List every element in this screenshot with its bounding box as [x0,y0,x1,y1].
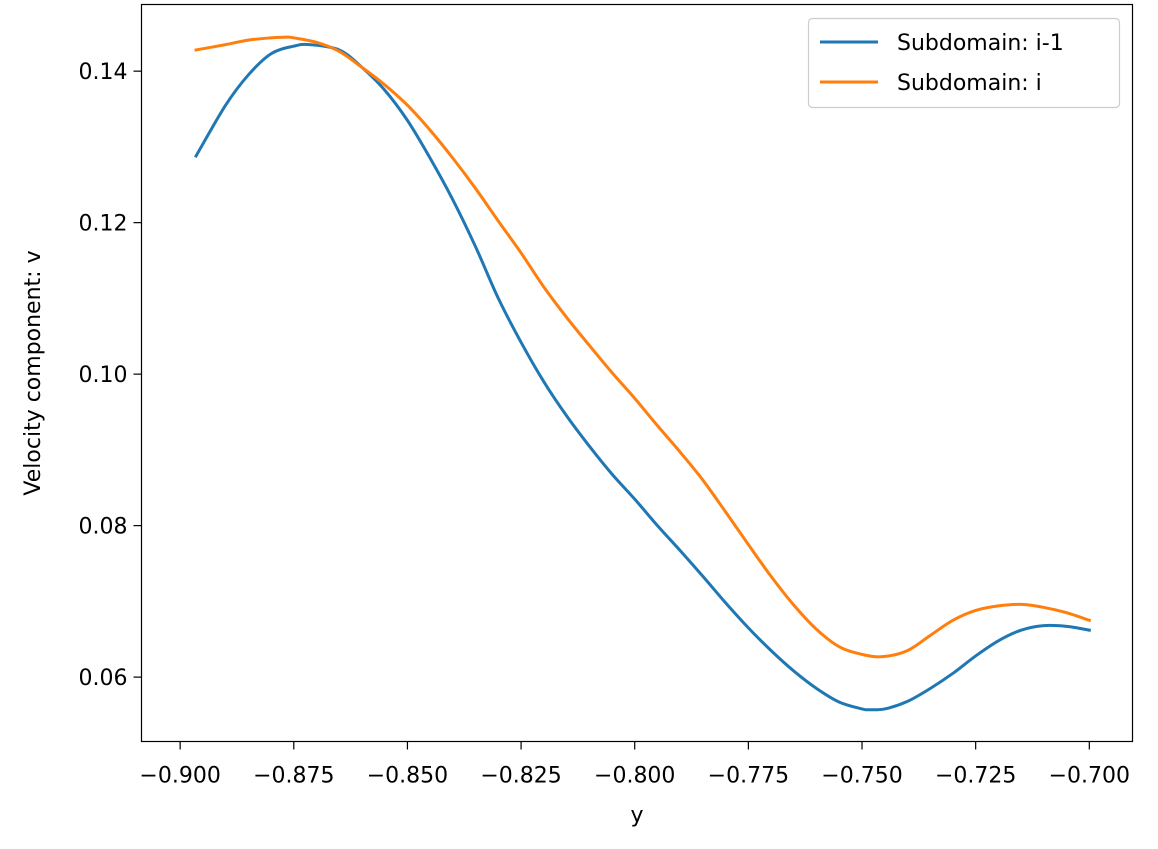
legend-label-subdomain-i: Subdomain: i [897,71,1042,96]
x-tick-label: −0.775 [708,764,789,789]
y-tick-label: 0.10 [79,363,128,388]
x-tick-label: −0.825 [480,764,561,789]
y-axis-label: Velocity component: v [21,250,46,495]
series-line-subdomain-i [194,35,1092,659]
plot-lines [193,35,1092,712]
legend-label-subdomain-i-1: Subdomain: i-1 [897,31,1064,56]
x-axis-label: y [630,803,643,828]
y-tick-label: 0.14 [79,60,128,85]
x-tick-label: −0.700 [1049,764,1130,789]
legend-box [807,17,1121,109]
plot-frame [140,3,1134,743]
series-line-subdomain-i-1 [193,42,1092,712]
y-tick-label: 0.08 [79,515,128,540]
x-axis-ticks: −0.900 −0.875 −0.850 −0.825 −0.800 −0.775 −0.7… [139,741,1130,789]
x-tick-label: −0.875 [253,764,334,789]
x-tick-label: −0.850 [367,764,448,789]
y-tick-label: 0.12 [79,212,128,237]
legend: Subdomain: i-1 Subdomain: i [807,17,1121,109]
x-tick-label: −0.800 [594,764,675,789]
y-tick-label: 0.06 [79,666,128,691]
x-tick-label: −0.725 [935,764,1016,789]
x-tick-label: −0.900 [139,764,220,789]
x-tick-label: −0.750 [821,764,902,789]
y-axis-ticks: 0.06 0.08 0.10 0.12 0.14 [79,60,142,691]
